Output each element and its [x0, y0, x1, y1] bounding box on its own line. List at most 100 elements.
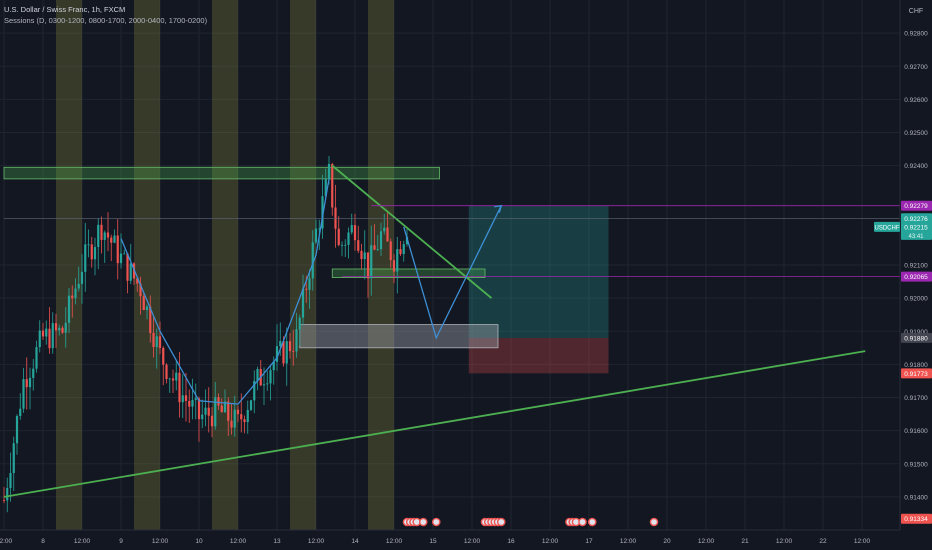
candle-body	[288, 341, 292, 352]
candle-body	[194, 398, 197, 400]
time-tick-label: 8	[41, 538, 45, 545]
candle-body	[136, 278, 139, 284]
candle-body	[2, 500, 6, 501]
rounding-bottom-curve	[120, 178, 330, 405]
demand-zone	[299, 324, 499, 349]
time-tick-label: 12:00	[230, 538, 247, 545]
candle-body	[100, 224, 103, 240]
price-label-box	[901, 271, 932, 282]
candle-body	[305, 288, 308, 290]
candle-body	[376, 249, 379, 250]
price-tick-label: 0.91700	[904, 395, 928, 402]
time-tick-label: 12:00	[464, 538, 481, 545]
candle-body	[230, 420, 233, 428]
projection-path	[403, 205, 502, 340]
candle-body	[347, 232, 350, 245]
candle-body	[269, 370, 272, 384]
candle-body	[188, 400, 191, 407]
candle-body	[201, 414, 204, 420]
time-tick-label: 12:00	[74, 538, 91, 545]
candle-body	[292, 351, 295, 352]
candle-body	[340, 244, 344, 246]
candle-body	[275, 346, 279, 362]
candle-body	[77, 283, 80, 289]
candle-body	[266, 383, 269, 385]
candle-body	[58, 327, 61, 331]
candle-body	[311, 242, 314, 279]
candle-body	[344, 244, 347, 246]
economic-event-icon[interactable]	[649, 517, 659, 527]
candle-body	[149, 306, 152, 333]
time-tick-label: 12:00	[542, 538, 559, 545]
price-tick-label: 0.91900	[904, 329, 928, 336]
candle-body	[19, 408, 22, 416]
candle-body	[32, 368, 35, 378]
candle-body	[84, 244, 87, 272]
candle-body	[301, 288, 305, 318]
candle-body	[93, 246, 97, 260]
candle-body	[373, 245, 376, 250]
sessions-indicator-label[interactable]: Sessions (D, 0300-1200, 0800-1700, 2000-…	[4, 16, 208, 25]
time-tick-label: 16	[507, 538, 515, 545]
candle-body	[145, 306, 149, 311]
time-tick-label: 17	[585, 538, 593, 545]
time-tick-label: 12:00	[776, 538, 793, 545]
candle-body	[217, 397, 220, 406]
candle-body	[168, 378, 171, 380]
candle-body	[28, 377, 32, 388]
candle-body	[298, 317, 301, 330]
economic-event-icon[interactable]	[431, 517, 441, 527]
candle-body	[22, 379, 25, 409]
candle-body	[223, 401, 227, 413]
candle-body	[227, 401, 230, 421]
price-tick-label: 0.91800	[904, 362, 928, 369]
price-tick-label: 0.91400	[904, 494, 928, 501]
candle-body	[324, 178, 327, 197]
candle-body	[113, 235, 116, 243]
price-label-box	[901, 332, 932, 343]
candle-body	[64, 322, 67, 333]
candle-body	[370, 245, 373, 279]
time-tick-label: 21	[741, 538, 749, 545]
price-tick-label: 0.92600	[904, 97, 928, 104]
candle-body	[48, 328, 51, 349]
candle-body	[162, 347, 165, 365]
candle-body	[90, 244, 93, 260]
candle-body	[197, 398, 201, 420]
candle-body	[220, 405, 223, 413]
time-tick-label: 22	[819, 538, 827, 545]
candle-body	[165, 364, 168, 380]
candle-body	[106, 232, 110, 238]
candle-body	[405, 236, 409, 245]
candle-body	[41, 330, 45, 337]
candle-body	[396, 249, 399, 272]
candle-body	[129, 263, 132, 281]
price-tick-label: 0.92700	[904, 64, 928, 71]
time-tick-label: 12:00	[152, 538, 169, 545]
price-label-text: 0.92276	[904, 216, 928, 223]
candle-body	[243, 419, 246, 423]
economic-event-icon[interactable]	[418, 517, 428, 527]
candle-body	[240, 414, 243, 420]
candle-body	[80, 271, 84, 284]
price-label-text: 0.92279	[904, 203, 928, 210]
time-tick-label: 9	[119, 538, 123, 545]
price-tick-label: 0.92400	[904, 163, 928, 170]
candle-body	[175, 372, 178, 381]
price-label-text: 0.91880	[904, 335, 928, 342]
symbol-label: USDCHF	[875, 225, 900, 231]
economic-event-icon[interactable]	[496, 517, 506, 527]
candle-body	[116, 235, 119, 264]
candle-body	[246, 409, 249, 423]
time-tick-label: 12:00	[386, 538, 403, 545]
economic-event-icon[interactable]	[578, 517, 587, 527]
candle-body	[6, 487, 9, 501]
candle-body	[383, 227, 386, 232]
time-tick-label: 13	[273, 538, 281, 545]
candle-body	[158, 336, 162, 348]
candle-body	[184, 395, 188, 401]
economic-event-icon[interactable]	[587, 517, 597, 527]
candle-body	[321, 196, 324, 229]
candle-body	[178, 372, 181, 403]
